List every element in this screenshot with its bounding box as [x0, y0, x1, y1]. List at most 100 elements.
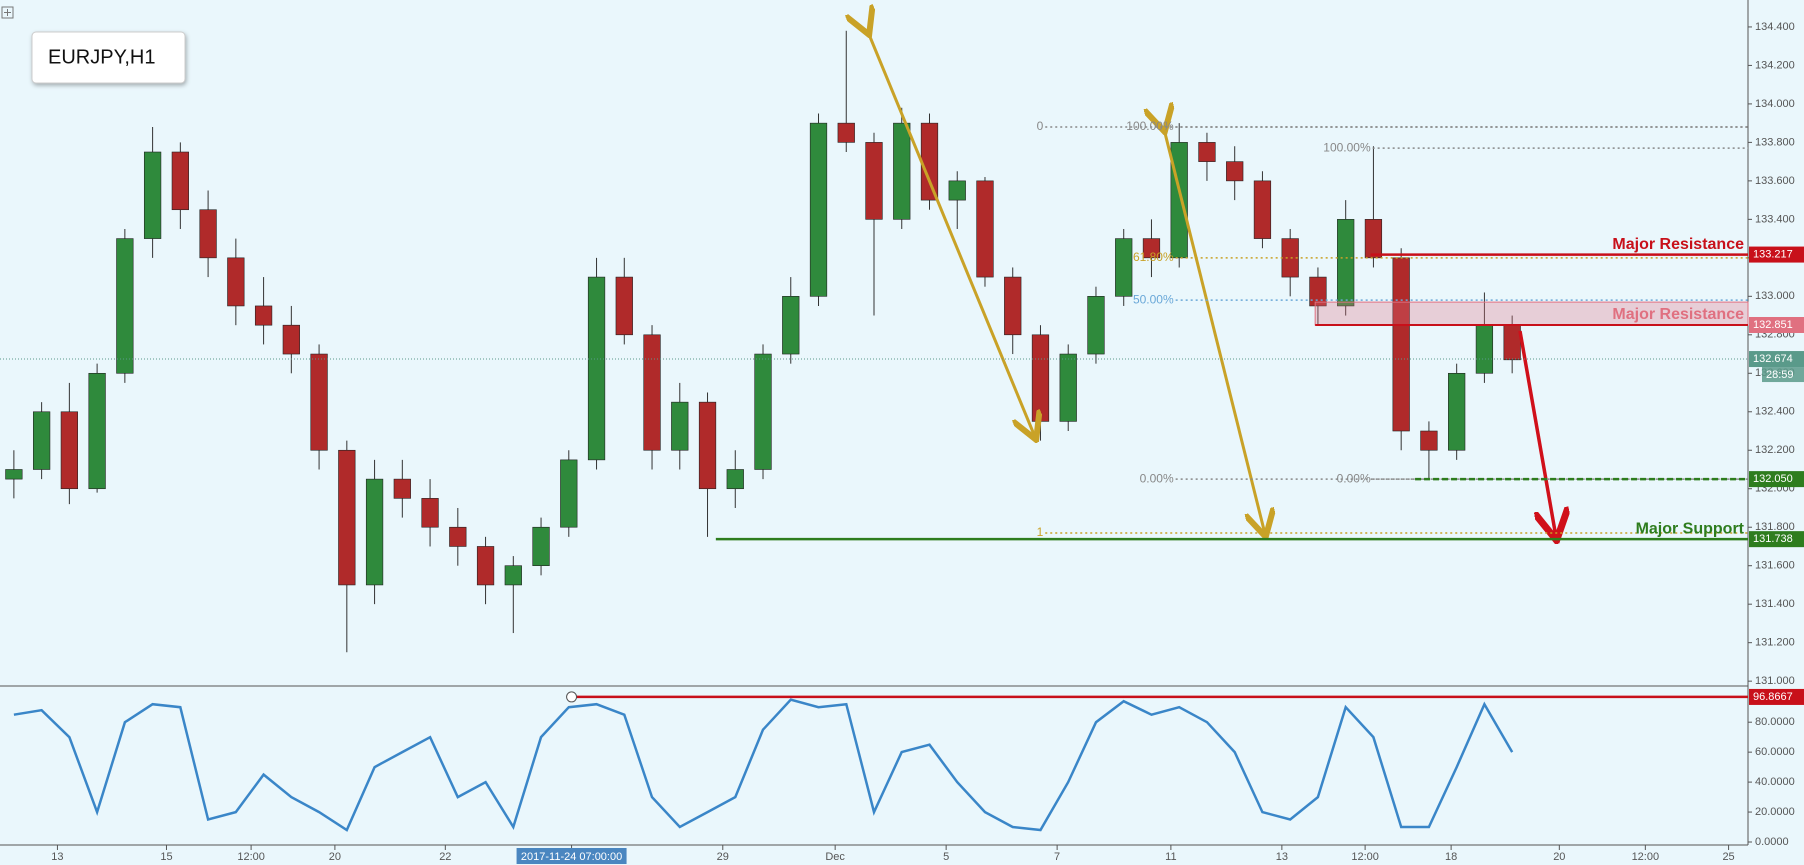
candle-body: [1448, 372, 1466, 451]
candle-body: [532, 526, 550, 567]
candle-body: [893, 122, 911, 220]
candle-body: [421, 498, 439, 528]
y-tick-label: 133.000: [1755, 290, 1795, 302]
price-tag-bg: [1749, 316, 1804, 333]
level-label: Major Support: [1636, 520, 1745, 537]
price-tag: 131.738: [1753, 533, 1793, 545]
candle-body: [393, 478, 411, 499]
candle-body: [1475, 324, 1494, 374]
x-tick-label: 11: [1165, 851, 1176, 863]
x-tick-label: 7: [1054, 851, 1060, 863]
price-tag-bg: [1749, 246, 1804, 263]
title-panel: [31, 31, 186, 84]
candle-body: [837, 122, 855, 143]
candle-body: [504, 565, 522, 586]
candle-body: [88, 372, 106, 490]
candle-body: [1503, 324, 1521, 361]
candle-body: [282, 324, 300, 355]
x-tick-label: 20: [329, 851, 341, 863]
price-tag: 132.851: [1753, 319, 1793, 331]
title-box: EURJPY,H1: [31, 31, 186, 84]
candle-body: [726, 469, 744, 490]
candle-body: [1198, 142, 1216, 162]
y-tick-label: 131.000: [1755, 675, 1795, 687]
candle-body: [1004, 276, 1022, 336]
oscillator-tag: 96.8667: [1753, 691, 1793, 703]
candle-body: [227, 257, 245, 307]
candle-body: [782, 296, 800, 355]
y-tick-label: 131.400: [1755, 598, 1795, 610]
chart-title: EURJPY,H1: [48, 46, 155, 68]
candle-body: [60, 411, 78, 490]
price-tag-bg: [1749, 531, 1804, 548]
y-tick-label: 134.000: [1755, 98, 1795, 110]
price-tag-bg: [1749, 471, 1804, 488]
candle-body: [920, 122, 939, 201]
candle-body: [199, 209, 217, 259]
fib-label: 61.80%: [1133, 250, 1174, 264]
arrow: [1164, 129, 1265, 534]
fib-label: 0: [1037, 119, 1044, 133]
price-tag: 132.050: [1753, 473, 1793, 485]
x-tick-label: 2017-11-24 07:00:00: [521, 851, 622, 863]
y-tick-label: 60.0000: [1755, 746, 1795, 758]
current-price-tag: 132.674: [1753, 353, 1793, 365]
candle-body: [1087, 296, 1105, 355]
candle-body: [754, 353, 772, 470]
candle-body: [338, 449, 356, 586]
candle-body: [948, 180, 966, 201]
y-tick-label: 132.200: [1755, 444, 1795, 456]
y-tick-label: 134.400: [1755, 21, 1795, 33]
oscillator-line: [13, 698, 1514, 832]
candle-body: [976, 180, 994, 278]
candle-body: [587, 276, 606, 461]
y-tick-label: 134.200: [1755, 59, 1795, 71]
candle-body: [310, 353, 328, 451]
x-tick-label: 15: [160, 851, 172, 863]
candle-body: [1059, 353, 1077, 422]
candle-body: [32, 411, 51, 470]
y-tick-label: 131.200: [1755, 637, 1795, 649]
x-tick-label: 13: [51, 851, 63, 863]
x-tick-label: Dec: [825, 851, 845, 863]
fib-label: 100.00%: [1323, 140, 1371, 154]
candle-body: [1115, 238, 1133, 297]
candle-body: [5, 469, 23, 480]
x-tick-label: 29: [717, 851, 729, 863]
candle-body: [1253, 180, 1272, 239]
price-tag: 133.217: [1753, 248, 1793, 260]
fib-label: 1: [1037, 525, 1044, 539]
candle-body: [615, 276, 633, 336]
y-tick-label: 131.600: [1755, 560, 1795, 572]
candle-body: [698, 401, 717, 490]
candle-body: [809, 122, 828, 297]
candle-body: [143, 151, 162, 239]
candle-body: [1337, 219, 1355, 307]
fib-label: 0.00%: [1337, 471, 1371, 485]
x-tick-highlight: [516, 848, 627, 864]
candle-body: [560, 459, 578, 528]
candle-body: [1226, 161, 1244, 182]
candle-body: [171, 151, 189, 211]
x-tick-label: 18: [1445, 851, 1457, 863]
y-tick-label: 131.800: [1755, 521, 1795, 533]
y-tick-label: 0.0000: [1755, 836, 1789, 848]
current-price-tag-bg: [1749, 351, 1804, 368]
arrow: [1518, 330, 1556, 537]
y-tick-label: 133.400: [1755, 213, 1795, 225]
layer: 0 100.00% 61.80% 50.00% 0.00% 1 100.00% 0.00% Ma…: [0, 32, 1804, 705]
icon: [1, 6, 14, 19]
y-tick-label: 40.0000: [1755, 776, 1795, 788]
x-tick-label: 13: [1276, 851, 1288, 863]
candle-body: [449, 526, 467, 547]
oscillator-tag-bg: [1749, 688, 1804, 705]
y-tick-label: 133.600: [1755, 175, 1795, 187]
y-tick-label: 133.800: [1755, 136, 1795, 148]
y-tick-label: 80.0000: [1755, 716, 1795, 728]
arrow: [868, 32, 1035, 437]
fib-label: 50.00%: [1133, 292, 1174, 306]
candle-body: [1031, 334, 1050, 422]
level-label: Major Resistance: [1612, 306, 1744, 323]
